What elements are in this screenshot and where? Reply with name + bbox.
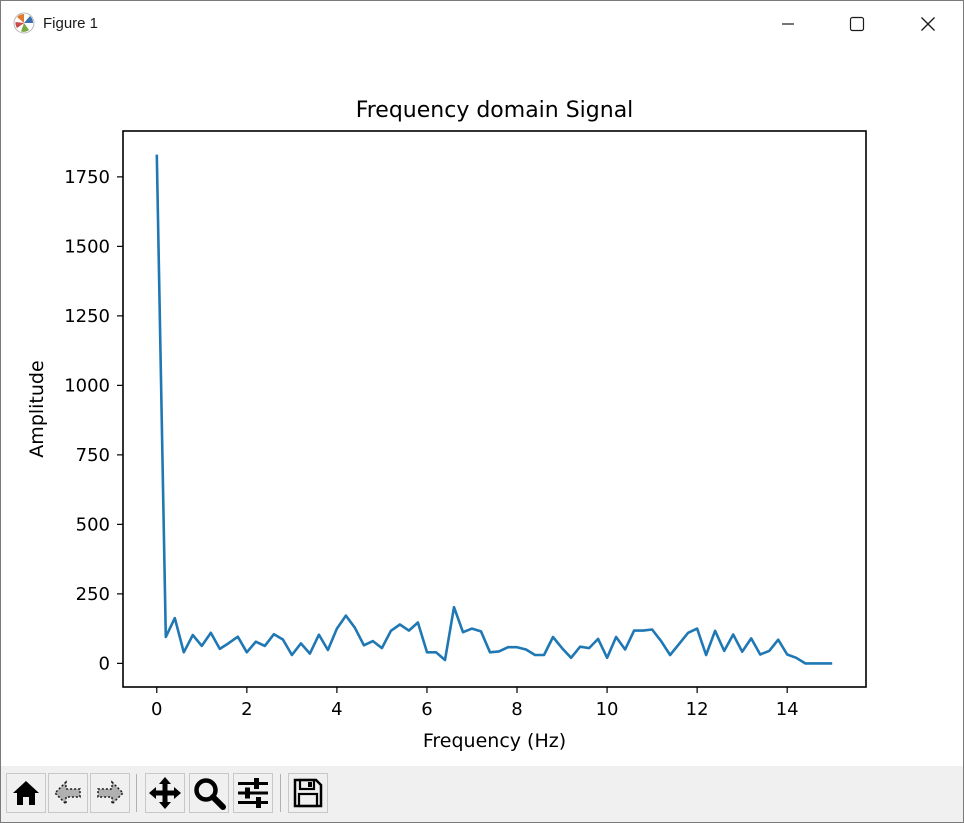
close-icon (921, 16, 935, 31)
series-line (155, 154, 833, 665)
y-tick-label: 750 (76, 445, 110, 466)
save-button[interactable] (288, 773, 328, 813)
x-tick-label: 10 (596, 699, 619, 720)
x-tick-label: 0 (151, 699, 162, 720)
figure-canvas[interactable]: Frequency domain Signal 0 2 4 6 8 10 12 14 0 250 50… (1, 47, 963, 767)
arrow-left-icon (53, 780, 81, 806)
x-tick-label: 4 (331, 699, 342, 720)
y-tick-label: 0 (99, 653, 110, 674)
y-tick-label: 1250 (64, 306, 110, 327)
navigation-toolbar (1, 766, 963, 822)
zoom-button[interactable] (189, 773, 229, 813)
arrow-right-icon (97, 780, 125, 806)
y-tick-label: 1500 (64, 236, 110, 257)
x-tick-label: 14 (776, 699, 799, 720)
magnifier-icon (194, 778, 226, 810)
toolbar-separator (280, 774, 281, 812)
minimize-icon (782, 22, 794, 25)
forward-button[interactable] (90, 773, 130, 813)
plot-area-frame (122, 130, 867, 688)
x-tick-label: 8 (511, 699, 522, 720)
x-tick-label: 2 (241, 699, 252, 720)
maximize-icon (849, 16, 865, 31)
floppy-disk-icon (293, 778, 323, 808)
sliders-icon (238, 778, 268, 808)
x-axis-label: Frequency (Hz) (423, 730, 566, 752)
minimize-button[interactable] (753, 1, 823, 46)
maximize-button[interactable] (822, 1, 892, 46)
window-title: Figure 1 (43, 15, 99, 32)
pan-button[interactable] (145, 773, 185, 813)
x-tick-label: 12 (686, 699, 709, 720)
y-tick-label: 500 (76, 514, 110, 535)
home-icon (13, 781, 39, 805)
y-tick-label: 1750 (64, 167, 110, 188)
chart-title: Frequency domain Signal (356, 98, 634, 123)
line-chart: Frequency domain Signal 0 2 4 6 8 10 12 14 0 250 50… (26, 98, 867, 752)
toolbar-separator (136, 774, 137, 812)
close-button[interactable] (893, 1, 963, 46)
y-tick-label: 1000 (64, 375, 110, 396)
y-axis-label: Amplitude (26, 360, 48, 457)
title-bar[interactable]: Figure 1 (1, 1, 963, 46)
y-tick-label: 250 (76, 584, 110, 605)
x-tick-label: 6 (421, 699, 432, 720)
matplotlib-app-icon (13, 12, 35, 34)
back-button[interactable] (48, 773, 88, 813)
move-icon (149, 777, 181, 809)
configure-subplots-button[interactable] (233, 773, 273, 813)
home-button[interactable] (6, 773, 46, 813)
